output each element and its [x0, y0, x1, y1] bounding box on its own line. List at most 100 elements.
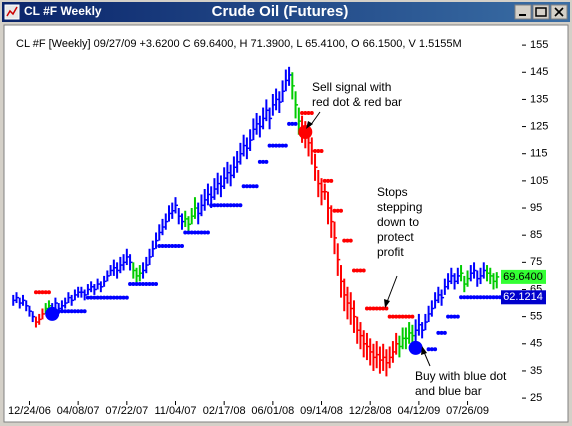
annotation: and blue bar [415, 384, 482, 398]
annotation-arrowhead [306, 121, 313, 129]
y-tick-label: 105 [530, 175, 548, 187]
y-tick-label: 45 [530, 338, 542, 350]
stop-dot [98, 295, 103, 300]
stop-dot [280, 143, 285, 148]
stop-dot [481, 295, 486, 300]
stop-dot [316, 149, 321, 154]
stop-dot [186, 230, 191, 235]
stop-dot [131, 282, 136, 287]
stop-dot [358, 268, 363, 273]
x-tick-label: 07/22/07 [105, 405, 148, 417]
stop-dot [478, 295, 483, 300]
stop-dot [134, 282, 139, 287]
x-tick-label: 12/24/06 [8, 405, 51, 417]
stop-dot [472, 295, 477, 300]
stop-dot [283, 143, 288, 148]
y-tick-label: 115 [530, 148, 548, 160]
stop-dot [485, 295, 490, 300]
stop-dot [222, 203, 227, 208]
stop-dot [111, 295, 116, 300]
stop-dot [270, 143, 275, 148]
annotation: Stops [377, 185, 408, 199]
y-tick-label: 145 [530, 66, 548, 78]
x-tick-label: 11/04/07 [154, 405, 196, 417]
minimize-button[interactable] [514, 4, 532, 20]
stop-dot [326, 178, 331, 183]
signal-dot [45, 306, 60, 321]
stop-dot [92, 295, 97, 300]
stop-dot [309, 110, 314, 115]
price-label: 69.6400 [503, 271, 543, 283]
stop-dot [46, 290, 51, 295]
stop-dot [410, 314, 415, 319]
stop-dot [332, 208, 337, 213]
stop-dot [228, 203, 233, 208]
stop-dot [319, 149, 324, 154]
stop-dot [313, 149, 318, 154]
chart-title: Crude Oil (Futures) [212, 3, 349, 20]
stop-dot [436, 330, 441, 335]
stop-dot [322, 178, 327, 183]
stop-dot [205, 230, 210, 235]
stop-dot [150, 282, 155, 287]
stop-dot [394, 314, 399, 319]
stop-dot [157, 244, 162, 249]
stop-dot [368, 306, 373, 311]
y-tick-label: 55 [530, 311, 542, 323]
stop-dot [85, 295, 90, 300]
stop-dot [118, 295, 123, 300]
stop-dot [231, 203, 236, 208]
x-tick-label: 12/28/08 [349, 405, 392, 417]
stop-dot [176, 244, 181, 249]
stop-dot [459, 295, 464, 300]
annotation-arrowhead [421, 346, 427, 355]
stop-dot [446, 314, 451, 319]
stop-dot [137, 282, 142, 287]
stop-dot [390, 314, 395, 319]
annotation: Buy with blue dot [415, 369, 507, 383]
annotation: protect [377, 230, 414, 244]
stop-dot [491, 295, 496, 300]
stop-dot [274, 143, 279, 148]
stop-dot [115, 295, 120, 300]
stop-dot [170, 244, 175, 249]
annotation-arrow [423, 351, 431, 367]
stop-dot [95, 295, 100, 300]
annotation: stepping [377, 200, 422, 214]
stop-dot [348, 238, 353, 243]
stop-dot [218, 203, 223, 208]
stop-dot [351, 268, 356, 273]
stop-dot [154, 282, 159, 287]
x-tick-label: 09/14/08 [300, 405, 343, 417]
stop-dot [403, 314, 408, 319]
x-tick-label: 06/01/08 [251, 405, 294, 417]
annotation: red dot & red bar [312, 95, 402, 109]
stop-dot [426, 347, 431, 352]
window-title: CL #F Weekly [24, 4, 102, 18]
x-tick-label: 07/26/09 [446, 405, 489, 417]
stop-dot [128, 282, 133, 287]
stop-dot [306, 110, 311, 115]
stop-dot [287, 121, 292, 126]
info-line: CL #F [Weekly] 09/27/09 +3.6200 C 69.640… [16, 38, 462, 50]
stop-dot [475, 295, 480, 300]
stop-dot [238, 203, 243, 208]
stop-dot [429, 347, 434, 352]
y-tick-label: 35 [530, 365, 542, 377]
x-tick-label: 04/08/07 [57, 405, 100, 417]
stop-dot [335, 208, 340, 213]
stop-dot [381, 306, 386, 311]
stop-dot [40, 290, 45, 295]
stop-dot [66, 309, 71, 314]
stop-dot [371, 306, 376, 311]
stop-dot [37, 290, 42, 295]
stop-dot [361, 268, 366, 273]
stop-dot [215, 203, 220, 208]
stop-dot [400, 314, 405, 319]
stop-dot [384, 306, 389, 311]
stop-dot [76, 309, 81, 314]
stop-dot [160, 244, 165, 249]
annotation-arrow [386, 275, 398, 303]
stop-dot [355, 268, 360, 273]
stop-dot [455, 314, 460, 319]
